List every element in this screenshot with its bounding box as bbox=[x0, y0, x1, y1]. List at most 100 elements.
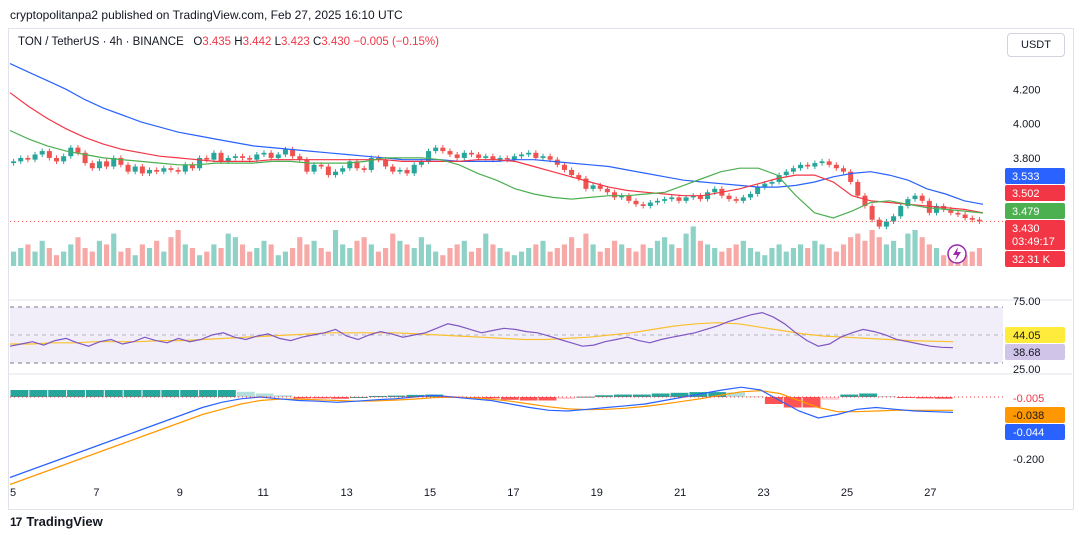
volume-bar bbox=[833, 251, 839, 266]
volume-bar bbox=[626, 248, 632, 266]
volume-bar bbox=[755, 251, 761, 266]
candle-body bbox=[82, 152, 88, 164]
macd-hist-bar bbox=[104, 390, 123, 397]
macd-hist-bar bbox=[482, 397, 500, 399]
volume-bar bbox=[840, 244, 847, 266]
candle-body bbox=[597, 185, 603, 189]
candle-body bbox=[440, 147, 446, 152]
candle-body bbox=[504, 157, 510, 160]
candle-body bbox=[104, 161, 110, 167]
volume-bar bbox=[125, 248, 131, 266]
macd-hist-bar bbox=[29, 390, 48, 397]
candle-body bbox=[912, 195, 918, 200]
volume-bar bbox=[447, 248, 453, 266]
candle-body bbox=[454, 154, 460, 158]
macd-signal-line bbox=[9, 390, 953, 486]
candle-body bbox=[840, 168, 846, 172]
candle-body bbox=[468, 152, 474, 155]
candle-body bbox=[769, 181, 775, 184]
currency-button[interactable]: USDT bbox=[1007, 33, 1065, 57]
candle-body bbox=[962, 214, 968, 218]
volume-bar bbox=[268, 244, 274, 266]
candle-body bbox=[705, 192, 711, 200]
candle-body bbox=[919, 195, 925, 201]
macd-hist-bar bbox=[576, 396, 595, 398]
lightning-icon bbox=[947, 244, 967, 264]
volume-bar bbox=[311, 240, 317, 266]
volume-bar bbox=[483, 233, 489, 266]
volume-bar bbox=[633, 251, 639, 266]
macd-label-text: -0.005 bbox=[1013, 393, 1044, 405]
volume-bar bbox=[182, 244, 188, 266]
symbol-title[interactable]: TON / TetherUS · 4h · BINANCE bbox=[18, 36, 184, 48]
change-value: −0.005 (−0.15%) bbox=[353, 36, 439, 48]
candle-body bbox=[304, 159, 310, 172]
x-tick-label: 27 bbox=[924, 487, 936, 499]
candle-body bbox=[426, 151, 432, 162]
volume-bar bbox=[898, 248, 904, 266]
volume-bar bbox=[39, 240, 45, 266]
macd-hist-bar bbox=[199, 390, 217, 397]
volume-bar bbox=[425, 244, 432, 266]
rsi-label-text: 38.68 bbox=[1013, 347, 1041, 359]
candle-body bbox=[747, 193, 753, 198]
candle-body bbox=[647, 202, 653, 206]
candle-body bbox=[862, 195, 868, 206]
low-label: L bbox=[274, 36, 281, 48]
volume-bar bbox=[468, 251, 475, 266]
volume-bar bbox=[290, 248, 296, 266]
macd-tick-label: -0.200 bbox=[1013, 454, 1044, 466]
volume-bar bbox=[232, 237, 238, 266]
candle-body bbox=[397, 169, 403, 172]
volume-bar bbox=[347, 248, 353, 266]
macd-hist-bar bbox=[387, 395, 406, 397]
price-label-box bbox=[1005, 185, 1065, 201]
candle-body bbox=[340, 168, 346, 172]
candle-body bbox=[290, 149, 296, 157]
tradingview-logo-text: TradingView bbox=[26, 514, 103, 529]
volume-bar bbox=[146, 248, 153, 266]
candle-body bbox=[540, 156, 546, 158]
volume-bar bbox=[511, 255, 517, 266]
macd-hist-bar bbox=[896, 397, 915, 398]
tradingview-logo-icon: 17 bbox=[10, 514, 22, 529]
macd-hist-bar bbox=[406, 394, 425, 397]
macd-label-text: -0.044 bbox=[1013, 427, 1044, 439]
volume-bar bbox=[325, 251, 331, 266]
macd-hist-bar bbox=[368, 395, 387, 397]
macd-hist-bar bbox=[85, 390, 104, 397]
macd-hist-bar bbox=[538, 397, 557, 401]
volume-bar bbox=[261, 240, 267, 266]
macd-hist-bar bbox=[274, 395, 293, 397]
macd-hist-bar bbox=[519, 397, 538, 401]
volume-bar bbox=[418, 237, 424, 266]
candle-body bbox=[139, 166, 145, 174]
macd-hist-bar bbox=[557, 397, 576, 400]
volume-bar bbox=[282, 251, 289, 266]
candle-body bbox=[633, 200, 639, 205]
candle-body bbox=[891, 216, 897, 222]
volume-bar bbox=[576, 248, 582, 266]
rsi-ma-label-text: 44.05 bbox=[1013, 330, 1041, 342]
volume-bar bbox=[561, 244, 568, 266]
volume-bar bbox=[368, 244, 374, 266]
candle-body bbox=[39, 151, 45, 155]
candle-body bbox=[354, 161, 360, 169]
candle-body bbox=[168, 168, 174, 170]
candle-body bbox=[89, 163, 95, 169]
macd-hist-bar bbox=[500, 397, 519, 400]
ma-mid-line bbox=[9, 92, 984, 214]
candle-body bbox=[583, 178, 589, 189]
volume-bar bbox=[590, 244, 596, 266]
volume-bar bbox=[211, 244, 217, 266]
price-tick-label: 4.000 bbox=[1013, 119, 1041, 131]
candle-body bbox=[712, 188, 718, 193]
macd-hist-bar bbox=[67, 390, 85, 397]
volume-bar bbox=[297, 237, 303, 266]
candle-body bbox=[182, 164, 188, 172]
candle-body bbox=[561, 164, 567, 170]
x-tick-label: 7 bbox=[93, 487, 99, 499]
price-label-text: 3.533 bbox=[1012, 171, 1040, 183]
tradingview-logo[interactable]: 17 TradingView bbox=[10, 514, 103, 529]
